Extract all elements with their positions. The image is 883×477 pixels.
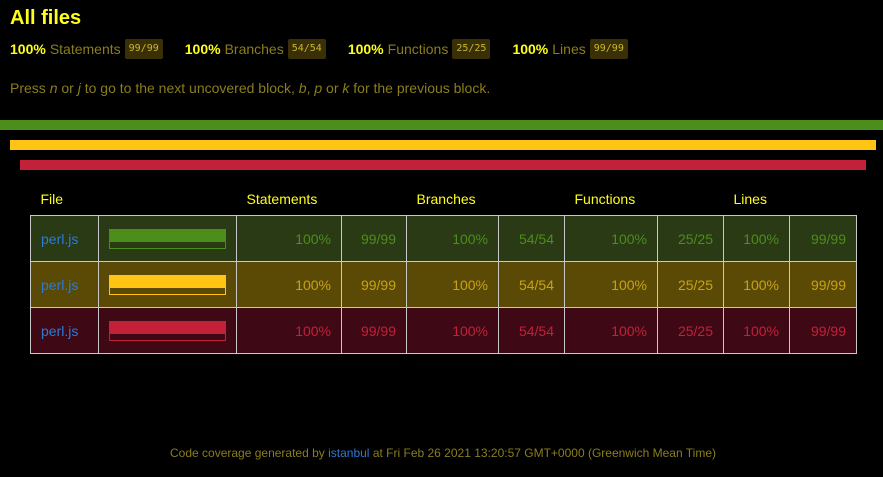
hint-text: for the previous block. <box>349 80 491 96</box>
footer: Code coverage generated by istanbul at F… <box>0 446 883 460</box>
footer-prefix: Code coverage generated by <box>170 446 329 460</box>
summary-fraction-badge: 99/99 <box>589 39 628 59</box>
coverage-bar <box>109 320 226 341</box>
status-band-high <box>0 120 883 130</box>
summary-pct: 100% <box>512 41 549 57</box>
table-header-row: File Statements Branches Functions Lines <box>31 183 857 216</box>
statements-pct: 100% <box>236 261 342 308</box>
statements-fraction: 99/99 <box>341 261 407 308</box>
hint-key-n: n <box>49 80 58 96</box>
summary-label: Branches <box>224 41 284 57</box>
coverage-table: File Statements Branches Functions Lines… <box>30 183 857 354</box>
table-row: perl.js 100% 99/99 100% 54/54 100% 25/25… <box>30 261 857 308</box>
header-branches[interactable]: Branches <box>416 191 476 207</box>
functions-fraction: 25/25 <box>657 215 724 262</box>
statements-fraction: 99/99 <box>341 215 407 262</box>
branches-fraction: 54/54 <box>498 215 565 262</box>
statements-pct: 100% <box>236 307 342 354</box>
file-link[interactable]: perl.js <box>41 276 79 293</box>
keyboard-hint: Press n or j to go to the next uncovered… <box>10 80 490 96</box>
summary-label: Functions <box>387 41 449 57</box>
hint-text: , <box>306 80 315 96</box>
hint-key-b: b <box>298 80 307 96</box>
statements-pct: 100% <box>236 215 342 262</box>
statements-fraction: 99/99 <box>341 307 407 354</box>
summary-label: Lines <box>552 41 586 57</box>
branches-fraction: 54/54 <box>498 307 565 354</box>
lines-pct: 100% <box>723 215 790 262</box>
branches-pct: 100% <box>406 307 499 354</box>
summary-fraction-badge: 99/99 <box>124 39 163 59</box>
hint-text: or <box>322 80 343 96</box>
lines-fraction: 99/99 <box>789 261 857 308</box>
table-row: perl.js 100% 99/99 100% 54/54 100% 25/25… <box>30 307 857 354</box>
branches-fraction: 54/54 <box>498 261 565 308</box>
istanbul-link[interactable]: istanbul <box>328 446 370 460</box>
branches-pct: 100% <box>406 215 499 262</box>
footer-timestamp: at Fri Feb 26 2021 13:20:57 GMT+0000 (Gr… <box>369 446 716 460</box>
header-functions[interactable]: Functions <box>574 191 636 207</box>
functions-fraction: 25/25 <box>657 307 724 354</box>
coverage-bar <box>109 228 226 249</box>
hint-key-p: p <box>314 80 323 96</box>
coverage-bar-cell <box>98 261 237 308</box>
table-row: perl.js 100% 99/99 100% 54/54 100% 25/25… <box>30 215 857 262</box>
summary-strip: 100% Statements 99/99 100% Branches 54/5… <box>10 39 650 59</box>
lines-fraction: 99/99 <box>789 307 857 354</box>
file-link[interactable]: perl.js <box>41 230 79 247</box>
summary-pct: 100% <box>347 41 384 57</box>
file-cell: perl.js <box>30 215 99 262</box>
lines-fraction: 99/99 <box>789 215 857 262</box>
coverage-bar-fill <box>110 321 225 334</box>
summary-functions: 100% Functions 25/25 <box>348 39 491 59</box>
functions-pct: 100% <box>564 215 658 262</box>
coverage-bar-cell <box>98 307 237 354</box>
summary-fraction-badge: 54/54 <box>287 39 326 59</box>
summary-lines: 100% Lines 99/99 <box>512 39 628 59</box>
summary-statements: 100% Statements 99/99 <box>10 39 163 59</box>
summary-label: Statements <box>49 41 121 57</box>
header-file[interactable]: File <box>40 191 64 207</box>
hint-text: or <box>57 80 78 96</box>
coverage-bar-fill <box>110 275 225 288</box>
summary-pct: 100% <box>10 41 46 57</box>
summary-fraction-badge: 25/25 <box>452 39 491 59</box>
status-band-medium <box>10 140 876 150</box>
lines-pct: 100% <box>723 307 790 354</box>
functions-fraction: 25/25 <box>657 261 724 308</box>
header-lines[interactable]: Lines <box>733 191 767 207</box>
coverage-bar-fill <box>110 229 225 242</box>
functions-pct: 100% <box>564 261 658 308</box>
functions-pct: 100% <box>564 307 658 354</box>
header-bar <box>99 183 237 216</box>
page-title: All files <box>10 7 82 29</box>
hint-key-k: k <box>342 80 350 96</box>
file-link[interactable]: perl.js <box>41 322 79 339</box>
hint-text: Press <box>10 80 50 96</box>
summary-pct: 100% <box>184 41 221 57</box>
lines-pct: 100% <box>723 261 790 308</box>
summary-branches: 100% Branches 54/54 <box>185 39 326 59</box>
header-statements[interactable]: Statements <box>246 191 318 207</box>
coverage-bar-cell <box>98 215 237 262</box>
status-band-low <box>20 160 866 170</box>
branches-pct: 100% <box>406 261 499 308</box>
file-cell: perl.js <box>30 307 99 354</box>
hint-text: to go to the next uncovered block, <box>80 80 299 96</box>
hint-key-j: j <box>77 80 81 96</box>
file-cell: perl.js <box>30 261 99 308</box>
coverage-bar <box>109 274 226 295</box>
